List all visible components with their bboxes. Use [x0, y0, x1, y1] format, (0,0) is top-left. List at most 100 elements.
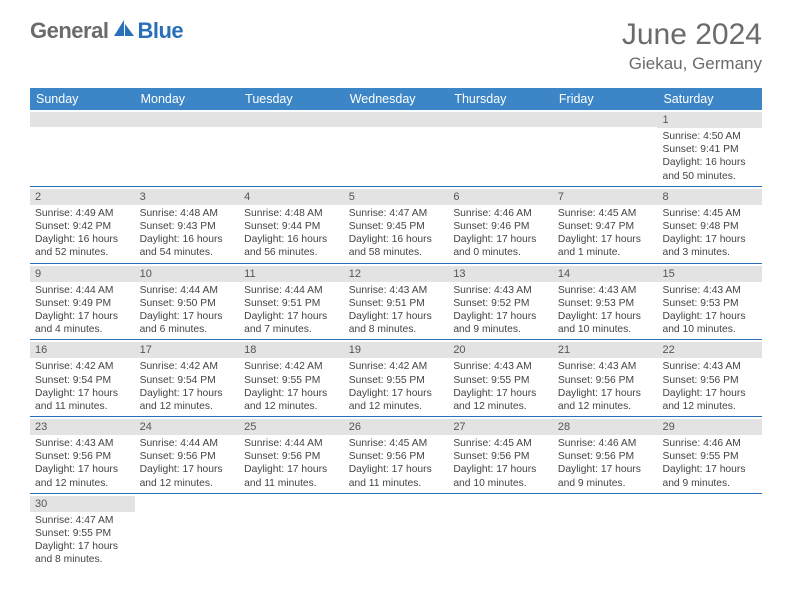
week-row: 30Sunrise: 4:47 AMSunset: 9:55 PMDayligh… [30, 494, 762, 570]
day-cell [135, 494, 240, 570]
daylight-text: Daylight: 17 hours and 12 minutes. [244, 387, 339, 413]
day-cell: 30Sunrise: 4:47 AMSunset: 9:55 PMDayligh… [30, 494, 135, 570]
daylight-text: Daylight: 17 hours and 8 minutes. [35, 540, 130, 566]
sunrise-text: Sunrise: 4:43 AM [558, 284, 653, 297]
sunrise-text: Sunrise: 4:48 AM [244, 207, 339, 220]
day-number: 18 [239, 342, 344, 358]
day-cell [239, 494, 344, 570]
daylight-text: Daylight: 16 hours and 56 minutes. [244, 233, 339, 259]
day-number: 26 [344, 419, 449, 435]
day-cell: 5 Sunrise: 4:47 AMSunset: 9:45 PMDaylight… [344, 187, 449, 263]
sunset-text: Sunset: 9:56 PM [558, 450, 653, 463]
daylight-text: Daylight: 17 hours and 12 minutes. [349, 387, 444, 413]
sunset-text: Sunset: 9:43 PM [140, 220, 235, 233]
day-number [135, 112, 240, 127]
daylight-text: Daylight: 17 hours and 10 minutes. [453, 463, 548, 489]
sunrise-text: Sunrise: 4:42 AM [35, 360, 130, 373]
day-cell: 14Sunrise: 4:43 AMSunset: 9:53 PMDayligh… [553, 264, 658, 340]
daylight-text: Daylight: 17 hours and 12 minutes. [35, 463, 130, 489]
daylight-text: Daylight: 17 hours and 8 minutes. [349, 310, 444, 336]
day-cell: 25Sunrise: 4:44 AMSunset: 9:56 PMDayligh… [239, 417, 344, 493]
sunset-text: Sunset: 9:50 PM [140, 297, 235, 310]
dow-header-row: Sunday Monday Tuesday Wednesday Thursday… [30, 88, 762, 110]
sunset-text: Sunset: 9:51 PM [349, 297, 444, 310]
location-label: Giekau, Germany [622, 54, 762, 74]
daylight-text: Daylight: 17 hours and 9 minutes. [662, 463, 757, 489]
daylight-text: Daylight: 17 hours and 3 minutes. [662, 233, 757, 259]
dow-cell: Saturday [657, 88, 762, 110]
day-cell: 22Sunrise: 4:43 AMSunset: 9:56 PMDayligh… [657, 340, 762, 416]
day-number: 12 [344, 266, 449, 282]
sunset-text: Sunset: 9:48 PM [662, 220, 757, 233]
dow-cell: Tuesday [239, 88, 344, 110]
day-cell: 7Sunrise: 4:45 AMSunset: 9:47 PMDaylight… [553, 187, 658, 263]
day-number: 13 [448, 266, 553, 282]
day-cell [30, 110, 135, 186]
sunrise-text: Sunrise: 4:47 AM [349, 207, 444, 220]
sunrise-text: Sunrise: 4:44 AM [35, 284, 130, 297]
brand-word-1: General [30, 18, 108, 44]
sunrise-text: Sunrise: 4:45 AM [558, 207, 653, 220]
day-number: 17 [135, 342, 240, 358]
day-number: 8 [657, 189, 762, 205]
sunrise-text: Sunrise: 4:43 AM [35, 437, 130, 450]
day-number: 14 [553, 266, 658, 282]
sunset-text: Sunset: 9:54 PM [140, 374, 235, 387]
day-number: 5 [344, 189, 449, 205]
sunset-text: Sunset: 9:53 PM [662, 297, 757, 310]
day-cell [135, 110, 240, 186]
daylight-text: Daylight: 17 hours and 9 minutes. [558, 463, 653, 489]
sunrise-text: Sunrise: 4:50 AM [662, 130, 757, 143]
day-number: 20 [448, 342, 553, 358]
sunrise-text: Sunrise: 4:43 AM [558, 360, 653, 373]
sunset-text: Sunset: 9:44 PM [244, 220, 339, 233]
sunrise-text: Sunrise: 4:43 AM [662, 360, 757, 373]
daylight-text: Daylight: 17 hours and 11 minutes. [349, 463, 444, 489]
sunset-text: Sunset: 9:56 PM [140, 450, 235, 463]
title-block: June 2024 Giekau, Germany [622, 18, 762, 74]
sunrise-text: Sunrise: 4:44 AM [244, 437, 339, 450]
day-number [553, 112, 658, 127]
day-cell: 26Sunrise: 4:45 AMSunset: 9:56 PMDayligh… [344, 417, 449, 493]
day-cell: 18Sunrise: 4:42 AMSunset: 9:55 PMDayligh… [239, 340, 344, 416]
day-cell: 29Sunrise: 4:46 AMSunset: 9:55 PMDayligh… [657, 417, 762, 493]
calendar-grid: Sunday Monday Tuesday Wednesday Thursday… [30, 88, 762, 570]
sunrise-text: Sunrise: 4:46 AM [453, 207, 548, 220]
day-number: 10 [135, 266, 240, 282]
day-number [344, 112, 449, 127]
day-cell: 3Sunrise: 4:48 AMSunset: 9:43 PMDaylight… [135, 187, 240, 263]
day-number [239, 112, 344, 127]
day-cell: 4 Sunrise: 4:48 AMSunset: 9:44 PMDaylight… [239, 187, 344, 263]
daylight-text: Daylight: 17 hours and 12 minutes. [140, 387, 235, 413]
day-number: 4 [239, 189, 344, 205]
sunrise-text: Sunrise: 4:43 AM [453, 284, 548, 297]
day-cell [344, 110, 449, 186]
sunrise-text: Sunrise: 4:46 AM [558, 437, 653, 450]
daylight-text: Daylight: 17 hours and 12 minutes. [558, 387, 653, 413]
daylight-text: Daylight: 16 hours and 58 minutes. [349, 233, 444, 259]
sunrise-text: Sunrise: 4:46 AM [662, 437, 757, 450]
daylight-text: Daylight: 16 hours and 52 minutes. [35, 233, 130, 259]
sunrise-text: Sunrise: 4:49 AM [35, 207, 130, 220]
sunset-text: Sunset: 9:41 PM [662, 143, 757, 156]
weeks-container: 1Sunrise: 4:50 AMSunset: 9:41 PMDaylight… [30, 110, 762, 570]
daylight-text: Daylight: 17 hours and 12 minutes. [453, 387, 548, 413]
daylight-text: Daylight: 16 hours and 54 minutes. [140, 233, 235, 259]
day-cell: 23Sunrise: 4:43 AMSunset: 9:56 PMDayligh… [30, 417, 135, 493]
day-number: 3 [135, 189, 240, 205]
sunset-text: Sunset: 9:56 PM [35, 450, 130, 463]
day-number: 21 [553, 342, 658, 358]
dow-cell: Friday [553, 88, 658, 110]
daylight-text: Daylight: 17 hours and 10 minutes. [558, 310, 653, 336]
sunset-text: Sunset: 9:45 PM [349, 220, 444, 233]
sunset-text: Sunset: 9:54 PM [35, 374, 130, 387]
daylight-text: Daylight: 17 hours and 11 minutes. [35, 387, 130, 413]
week-row: 9Sunrise: 4:44 AMSunset: 9:49 PMDaylight… [30, 264, 762, 341]
sunset-text: Sunset: 9:56 PM [662, 374, 757, 387]
sunrise-text: Sunrise: 4:45 AM [662, 207, 757, 220]
day-cell: 8 Sunrise: 4:45 AMSunset: 9:48 PMDaylight… [657, 187, 762, 263]
daylight-text: Daylight: 17 hours and 12 minutes. [140, 463, 235, 489]
dow-cell: Thursday [448, 88, 553, 110]
sunset-text: Sunset: 9:56 PM [244, 450, 339, 463]
day-cell: 28Sunrise: 4:46 AMSunset: 9:56 PMDayligh… [553, 417, 658, 493]
